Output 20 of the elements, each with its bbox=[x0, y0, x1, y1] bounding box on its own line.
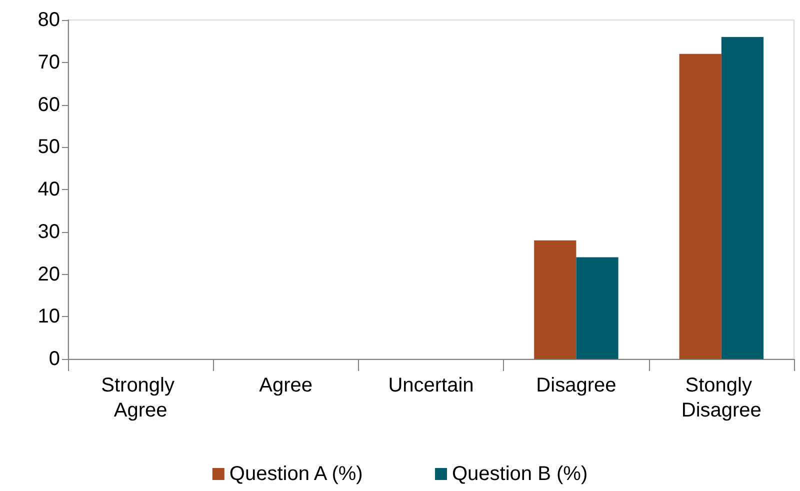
y-tick-label: 70 bbox=[38, 51, 60, 74]
bar bbox=[679, 54, 722, 359]
x-tick-label: Disagree bbox=[536, 374, 616, 396]
bar bbox=[534, 240, 576, 359]
x-tick-label: Agree bbox=[259, 374, 312, 396]
y-tick-label: 20 bbox=[38, 263, 60, 286]
x-tick-label: Stongly Disagree bbox=[681, 374, 762, 422]
bar bbox=[721, 36, 764, 359]
y-tick-label: 50 bbox=[38, 136, 60, 158]
legend-label: Question B (%) bbox=[452, 463, 588, 485]
x-tick-label: Strongly Agree bbox=[101, 374, 180, 422]
y-tick-label: 0 bbox=[48, 348, 60, 370]
legend-label: Question A (%) bbox=[229, 463, 363, 485]
y-tick-label: 30 bbox=[38, 220, 60, 243]
y-tick-label: 60 bbox=[38, 94, 60, 116]
y-tick-label: 40 bbox=[38, 178, 60, 200]
bar bbox=[576, 257, 618, 359]
y-tick-label: 80 bbox=[38, 9, 60, 31]
y-tick-label: 10 bbox=[38, 306, 60, 328]
x-tick-label: Uncertain bbox=[388, 374, 474, 396]
